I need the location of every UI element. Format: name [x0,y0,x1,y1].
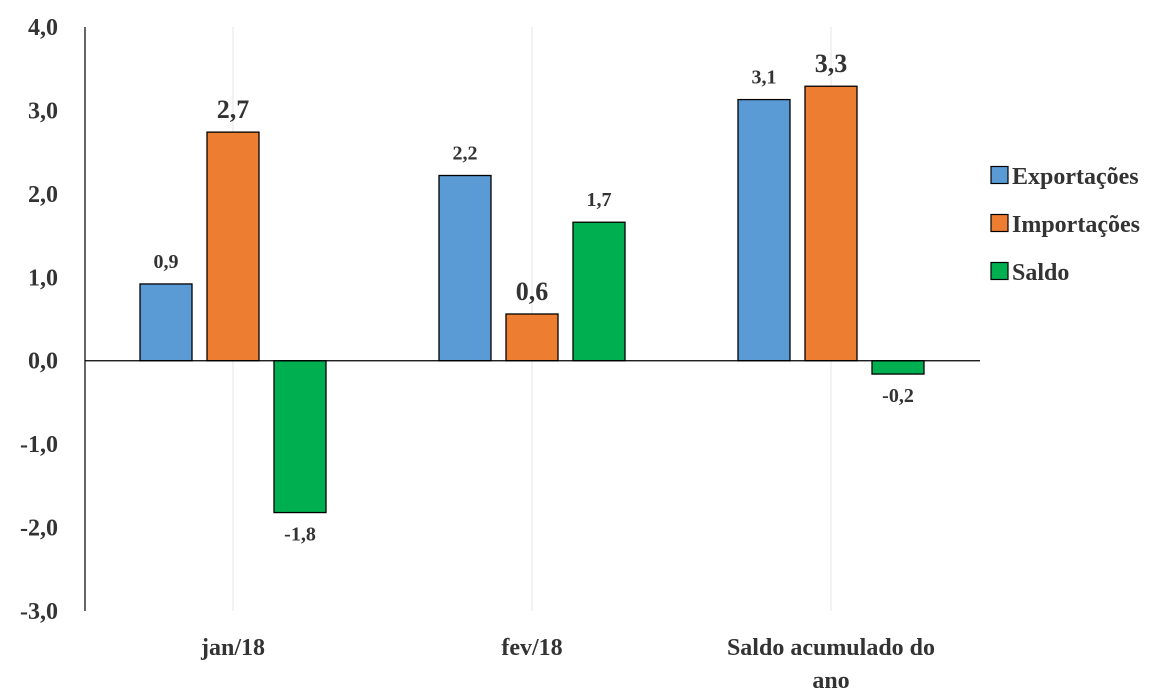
bar-exportações-1 [438,174,492,362]
axes [84,27,980,611]
y-tick-label: 1,0 [28,265,58,291]
x-tick-label: jan/18 [200,635,265,661]
legend-label-exportações: Exportações [1012,164,1139,190]
y-tick-label: 2,0 [28,182,58,208]
bar-saldo-1 [572,221,626,362]
bar-exportações-2 [737,98,791,362]
data-label-importações-0: 2,7 [217,95,250,124]
data-label-saldo-1: 1,7 [587,189,612,211]
y-tick-label: 3,0 [28,98,58,124]
data-labels: 0,9 2,2 3,1 2,7 0,6 3,3 -1,8 1,7 -0,2 [154,49,914,545]
bar-importações-2 [804,85,858,362]
data-label-exportações-0: 0,9 [154,251,179,273]
data-label-saldo-2: -0,2 [882,385,914,407]
x-tick-label: ano [812,668,849,691]
legend-swatch-saldo [990,261,1009,281]
data-label-exportações-2: 3,1 [752,67,777,89]
bars [139,85,925,514]
y-tick-label: -3,0 [20,599,58,625]
y-tick-label: 4,0 [28,15,58,41]
bar-importações-0 [206,131,260,362]
y-axis-tick-labels: 4,0 3,0 2,0 1,0 0,0 -1,0 -2,0 -3,0 [20,15,58,625]
data-label-saldo-0: -1,8 [284,524,316,546]
bar-saldo-0 [273,360,327,514]
x-tick-label: fev/18 [501,635,562,661]
legend-label-saldo: Saldo [1012,260,1069,286]
y-tick-label: -2,0 [20,516,58,542]
bar-saldo-2 [871,360,925,375]
bar-importações-1 [505,313,559,362]
y-tick-label: -1,0 [20,432,58,458]
legend-label-importações: Importações [1012,212,1140,238]
legend-swatch-importações [990,213,1009,233]
bar-exportações-0 [139,283,193,362]
legend-swatch-exportações [990,165,1009,185]
data-label-importações-2: 3,3 [815,49,848,78]
legend: Exportações Importações Saldo [990,164,1140,286]
y-tick-label: 0,0 [28,349,58,375]
x-tick-label: Saldo acumulado do [727,635,935,661]
x-axis-tick-labels: jan/18 fev/18 Saldo acumulado do ano [200,635,935,694]
data-label-importações-1: 0,6 [516,277,549,306]
data-label-exportações-1: 2,2 [453,143,478,165]
